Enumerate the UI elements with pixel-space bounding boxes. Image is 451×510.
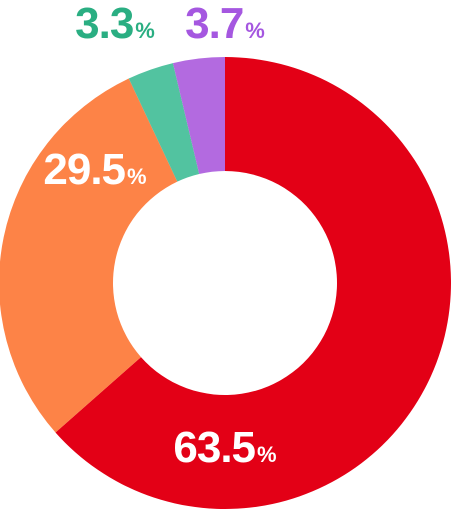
value-label: 3.7% xyxy=(185,0,265,48)
donut-slice xyxy=(55,57,451,510)
value-number: 63.5 xyxy=(173,423,255,472)
value-unit: % xyxy=(257,442,277,467)
value-unit: % xyxy=(127,164,147,189)
value-label: 29.5% xyxy=(43,145,146,194)
value-number: 3.7 xyxy=(185,0,243,48)
donut-slice xyxy=(128,63,200,182)
value-number: 3.3 xyxy=(75,0,133,48)
value-label: 3.3% xyxy=(75,0,155,48)
donut-slice xyxy=(0,78,178,433)
donut-slice xyxy=(172,57,225,175)
value-number: 29.5 xyxy=(43,145,125,194)
value-unit: % xyxy=(135,18,155,43)
value-label: 63.5% xyxy=(173,423,276,472)
value-unit: % xyxy=(245,18,265,43)
